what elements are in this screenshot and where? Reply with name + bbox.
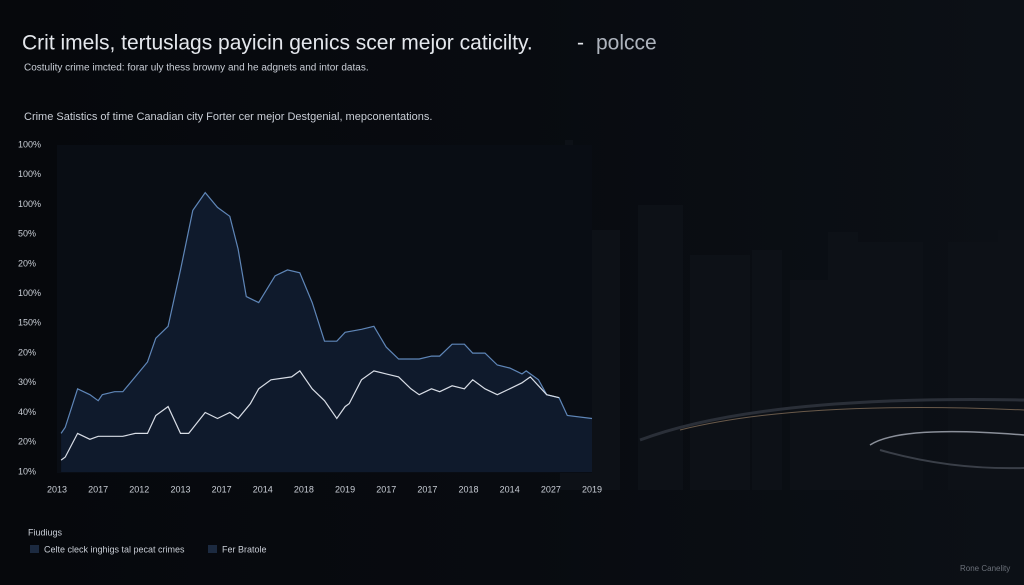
series-line [60,370,560,461]
road-lights [639,398,1024,470]
y-tick-label: 10% [18,466,36,476]
legend-label: Celte cleck inghigs tal pecat crimes [44,544,185,554]
y-tick-label: 150% [18,318,41,328]
x-tick-label: 2017 [376,484,396,494]
watermark: Rone Canelity [960,564,1010,573]
subtitle: Costulity crime imcted: forar uly thess … [24,63,369,74]
y-tick-label: 100% [18,288,41,298]
y-tick-label: 20% [18,347,36,357]
legend-swatch [30,545,39,553]
area-fill [61,192,593,472]
y-tick-label: 100% [18,169,41,179]
y-tick-label: 100% [18,199,41,209]
x-tick-label: 2018 [294,484,314,494]
legend-label: Fer Bratole [222,544,267,554]
title-suffix: polcce [596,32,657,55]
x-tick-label: 2027 [541,484,561,494]
title-dash: - [577,32,584,55]
x-tick-label: 2013 [170,484,190,494]
y-tick-label: 20% [18,437,36,447]
title: Crit imels, tertuslags payicin genics sc… [22,32,533,55]
y-tick-label: 20% [18,258,36,268]
x-tick-label: 2019 [335,484,355,494]
x-tick-label: 2014 [253,484,273,494]
chart-title: Crime Satistics of time Canadian city Fo… [24,111,432,123]
x-tick-label: 2017 [417,484,437,494]
x-tick-label: 2017 [88,484,108,494]
x-tick-label: 2017 [212,484,232,494]
x-tick-label: 2012 [129,484,149,494]
y-tick-label: 100% [18,139,41,149]
legend-title: Fiudiugs [28,527,63,537]
x-tick-label: 2018 [459,484,479,494]
x-tick-label: 2019 [582,484,602,494]
x-tick-label: 2013 [47,484,67,494]
y-tick-label: 50% [18,229,36,239]
area-line [60,191,593,434]
x-tick-label: 2014 [500,484,520,494]
legend-swatch [208,545,217,553]
y-tick-label: 40% [18,407,36,417]
y-tick-label: 30% [18,377,36,387]
city-silhouette [560,140,1024,490]
